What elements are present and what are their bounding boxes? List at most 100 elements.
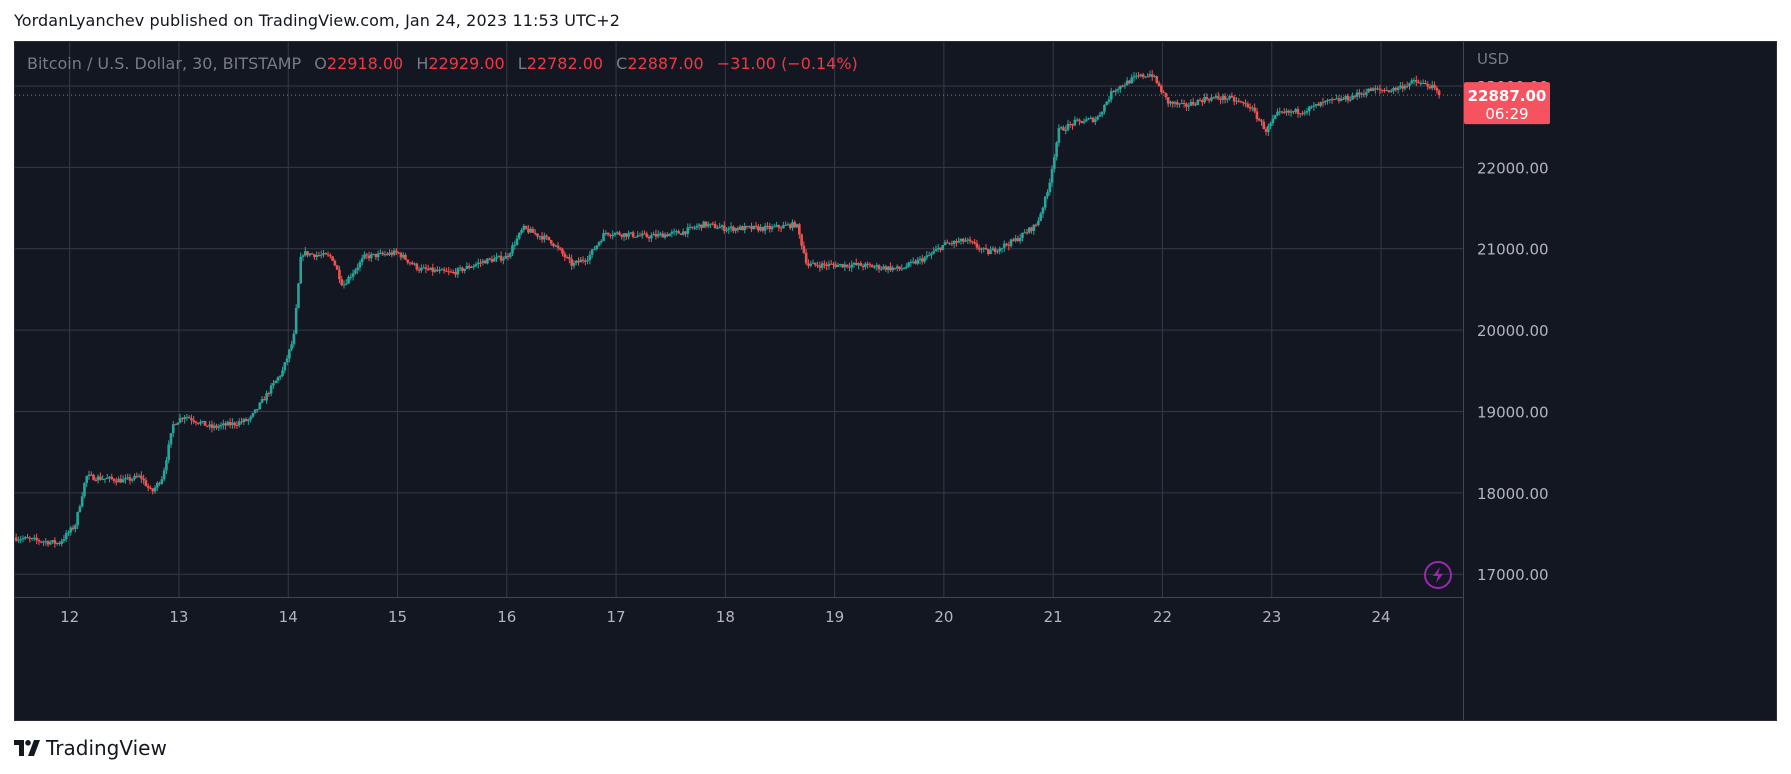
candle-body xyxy=(1018,238,1022,242)
candle-body xyxy=(1037,220,1040,226)
candle-body xyxy=(256,408,259,410)
candle-body xyxy=(581,259,585,261)
candle-body xyxy=(192,420,196,422)
candle-body xyxy=(813,262,817,265)
candle-body xyxy=(365,254,369,256)
candle-body xyxy=(62,539,66,542)
candle-body xyxy=(420,267,423,271)
candle-body xyxy=(1185,103,1188,107)
candle-body xyxy=(734,228,737,231)
date-tick-label: 22 xyxy=(1153,608,1172,626)
candle-body xyxy=(554,245,558,247)
candle-body xyxy=(397,252,400,254)
candle-body xyxy=(836,264,840,267)
candle-body xyxy=(900,268,904,270)
candle-body xyxy=(313,254,316,258)
candle-body xyxy=(650,235,653,239)
candle-body xyxy=(1282,111,1286,113)
candle-body xyxy=(429,267,432,270)
candle-body xyxy=(283,362,287,371)
candle-body xyxy=(1342,98,1345,100)
candle-body xyxy=(948,243,951,245)
candle-body xyxy=(1210,97,1213,101)
candle-body xyxy=(1139,74,1143,77)
symbol-label[interactable]: Bitcoin / U.S. Dollar, 30, BITSTAMP xyxy=(27,54,302,73)
candle-body xyxy=(891,267,894,271)
price-chart[interactable]: USD 17000.00 18000.00 19000.00 20000.00 21000… xyxy=(15,42,1776,720)
candle-body xyxy=(1292,111,1295,113)
candle-body xyxy=(1335,98,1338,100)
candle-body xyxy=(668,233,671,237)
candle-body xyxy=(258,402,262,409)
candle-body xyxy=(770,226,774,230)
candle-body xyxy=(1339,98,1343,101)
candle-body xyxy=(920,258,924,262)
candle-body xyxy=(1027,227,1031,233)
candle-body xyxy=(442,269,446,271)
candle-body xyxy=(121,479,125,483)
candle-body xyxy=(1419,82,1423,84)
candle-body xyxy=(329,255,332,257)
candle-body xyxy=(349,276,353,278)
candle-body xyxy=(1262,121,1266,129)
candle-body xyxy=(488,258,491,260)
candle-body xyxy=(433,269,437,272)
candle-body xyxy=(1100,111,1104,115)
candle-body xyxy=(549,240,553,244)
candle-body xyxy=(151,488,155,492)
candle-body xyxy=(431,267,435,272)
lightning-icon[interactable] xyxy=(1424,561,1452,589)
candle-body xyxy=(1246,103,1250,108)
candle-body xyxy=(1435,87,1439,91)
candle-body xyxy=(1180,102,1184,104)
candle-body xyxy=(857,263,860,265)
candle-body xyxy=(982,247,986,249)
candle-body xyxy=(675,231,678,233)
candle-body xyxy=(388,252,391,255)
candle-body xyxy=(597,242,601,246)
candle-body xyxy=(1296,109,1300,114)
candle-body xyxy=(914,261,917,264)
candle-body xyxy=(681,231,685,235)
candle-body xyxy=(727,228,731,230)
candle-body xyxy=(203,420,207,426)
candle-body xyxy=(1203,96,1206,103)
candle-body xyxy=(968,239,972,242)
candle-body xyxy=(194,421,198,423)
candle-body xyxy=(222,423,225,426)
candle-body xyxy=(543,235,546,240)
candle-body xyxy=(94,480,98,482)
candle-body xyxy=(472,265,476,267)
candle-body xyxy=(743,225,746,231)
candle-body xyxy=(595,245,599,250)
candle-body xyxy=(966,239,970,241)
candle-body xyxy=(1319,102,1323,106)
candle-body xyxy=(1260,120,1263,122)
candle-body xyxy=(1362,93,1366,95)
candle-body xyxy=(1253,107,1256,112)
candle-body xyxy=(1205,96,1209,100)
candle-body xyxy=(627,233,630,237)
candle-body xyxy=(927,255,931,257)
candle-body xyxy=(1041,207,1045,214)
candle-body xyxy=(1330,99,1334,101)
candle-body xyxy=(1417,82,1420,84)
candle-body xyxy=(1134,75,1138,77)
candle-body xyxy=(504,255,507,259)
candle-body xyxy=(436,269,439,272)
candle-body xyxy=(319,254,323,256)
candle-body xyxy=(886,266,890,270)
candle-body xyxy=(367,255,371,259)
candle-body xyxy=(527,228,530,233)
candle-body xyxy=(344,283,348,285)
candle-body xyxy=(1415,79,1418,83)
candle-body xyxy=(558,247,562,250)
candle-body xyxy=(686,227,690,234)
date-tick-label: 15 xyxy=(388,608,407,626)
chart-frame[interactable]: USD 17000.00 18000.00 19000.00 20000.00 21000… xyxy=(14,41,1777,721)
candle-body xyxy=(700,224,703,228)
candle-body xyxy=(392,250,396,255)
candle-body xyxy=(360,258,364,263)
footer-brand: TradingView xyxy=(14,736,167,760)
last-price-tag xyxy=(1464,82,1550,125)
